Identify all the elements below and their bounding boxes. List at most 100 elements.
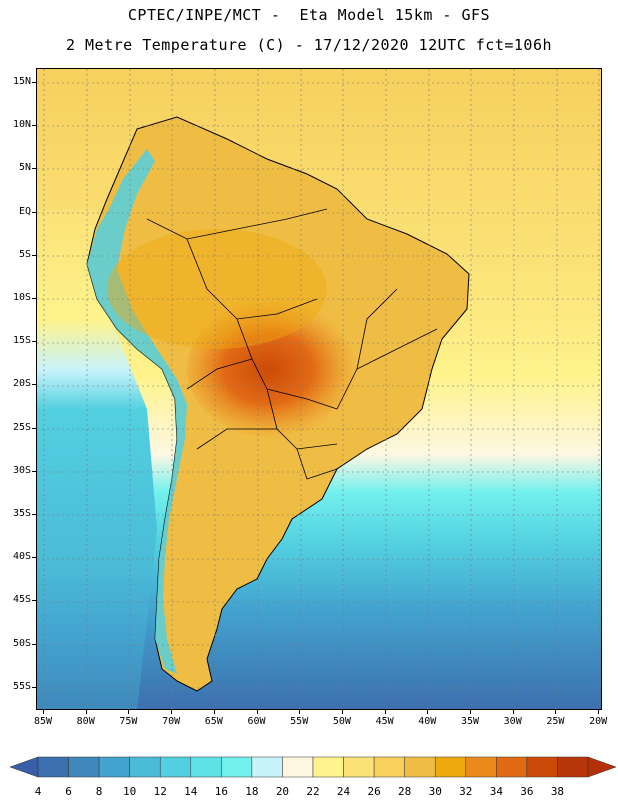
lat-label: EQ bbox=[18, 205, 31, 217]
colorbar-swatch bbox=[98, 756, 130, 778]
lat-tick bbox=[32, 384, 36, 386]
colorbar-swatch bbox=[312, 756, 344, 778]
colorbar-swatch bbox=[404, 756, 436, 778]
colorbar-swatch bbox=[373, 756, 405, 778]
colorbar-swatch bbox=[68, 756, 100, 778]
colorbar-label: 34 bbox=[489, 785, 503, 798]
lon-label: 55W bbox=[290, 716, 309, 727]
lon-label: 75W bbox=[119, 716, 138, 727]
lat-tick bbox=[32, 600, 36, 602]
lon-tick bbox=[213, 710, 215, 714]
lon-tick bbox=[512, 710, 514, 714]
lon-tick bbox=[256, 710, 258, 714]
lon-tick bbox=[85, 710, 87, 714]
lon-tick bbox=[43, 710, 44, 714]
lat-label: 10N bbox=[12, 119, 31, 131]
lon-label: 65W bbox=[204, 716, 223, 727]
lat-label: 35S bbox=[12, 508, 31, 519]
colorbar-label: 10 bbox=[123, 785, 137, 798]
lon-label: 45W bbox=[375, 716, 394, 727]
colorbar-label: 32 bbox=[459, 785, 473, 798]
colorbar-label: 22 bbox=[306, 785, 320, 798]
colorbar-swatch bbox=[221, 756, 253, 778]
lat-tick bbox=[32, 82, 36, 83]
colorbar-label: 4 bbox=[34, 785, 42, 798]
colorbar-label: 12 bbox=[153, 785, 167, 798]
colorbar-label: 18 bbox=[245, 785, 259, 798]
lon-tick bbox=[171, 710, 173, 714]
colorbar-label: 26 bbox=[367, 785, 381, 798]
colorbar-swatch bbox=[251, 756, 283, 778]
colorbar-label: 30 bbox=[428, 785, 442, 798]
lon-label: 20W bbox=[589, 716, 608, 727]
lon-label: 50W bbox=[332, 716, 351, 727]
colorbar-label: 20 bbox=[275, 785, 290, 798]
lat-label: 10S bbox=[12, 292, 31, 303]
lat-tick bbox=[32, 341, 36, 343]
lon-tick bbox=[299, 710, 301, 714]
colorbar-swatch bbox=[343, 756, 375, 778]
colorbar-swatch bbox=[526, 756, 558, 778]
lon-tick bbox=[598, 710, 600, 714]
colorbar-label: 14 bbox=[184, 785, 198, 798]
colorbar-swatch bbox=[159, 756, 192, 778]
colorbar bbox=[10, 756, 616, 778]
colorbar-swatch bbox=[282, 756, 314, 778]
lat-tick bbox=[32, 168, 36, 170]
colorbar-swatch bbox=[129, 756, 161, 778]
colorbar-label: 38 bbox=[550, 785, 565, 798]
colorbar-label: 28 bbox=[398, 785, 412, 798]
andes-cool-band bbox=[87, 149, 187, 674]
colorbar-high-arrow bbox=[587, 756, 616, 778]
colorbar-swatch bbox=[465, 756, 497, 778]
map-graphic bbox=[37, 69, 601, 709]
colorbar-swatch bbox=[496, 756, 528, 778]
chart-title-line-1: CPTEC/INPE/MCT - Eta Model 15km - GFS bbox=[127, 6, 491, 24]
colorbar-label: 8 bbox=[95, 785, 103, 798]
lon-tick bbox=[427, 710, 429, 714]
chart-title-line-2: 2 Metre Temperature (C) - 17/12/2020 12U… bbox=[65, 36, 553, 54]
lat-label: 15N bbox=[12, 76, 31, 87]
lat-tick bbox=[32, 427, 36, 429]
lat-label: 55S bbox=[12, 680, 31, 692]
temperature-map bbox=[36, 68, 602, 710]
lat-label: 5S bbox=[18, 248, 31, 260]
lon-label: 85W bbox=[33, 716, 53, 727]
colorbar-swatch bbox=[434, 756, 467, 778]
colorbar-label: 24 bbox=[336, 785, 351, 798]
country-borders bbox=[146, 208, 438, 480]
pacific-ocean bbox=[37, 209, 157, 709]
lat-tick bbox=[32, 557, 36, 559]
lat-tick bbox=[32, 686, 36, 688]
lat-tick bbox=[32, 470, 36, 472]
lon-tick bbox=[555, 710, 557, 714]
lat-tick bbox=[32, 254, 36, 256]
graticule bbox=[37, 69, 601, 709]
colorbar-low-arrow bbox=[10, 756, 39, 778]
lat-tick bbox=[32, 643, 36, 645]
colorbar-swatch bbox=[190, 756, 222, 778]
lat-label: 30S bbox=[12, 464, 31, 476]
lat-label: 40S bbox=[12, 551, 31, 563]
lat-label: 45S bbox=[12, 594, 31, 606]
lat-tick bbox=[32, 211, 36, 213]
colorbar-label: 6 bbox=[65, 785, 72, 798]
lon-label: 70W bbox=[162, 716, 181, 727]
lon-tick bbox=[384, 710, 386, 714]
lon-label: 60W bbox=[247, 716, 266, 727]
lon-label: 40W bbox=[418, 716, 437, 727]
warm-amazon-region bbox=[107, 229, 327, 349]
lat-label: 15S bbox=[12, 335, 31, 347]
lat-label: 20S bbox=[12, 378, 31, 390]
colorbar-swatch bbox=[37, 756, 69, 778]
lon-label: 25W bbox=[546, 716, 565, 727]
lat-label: 5N bbox=[18, 162, 31, 174]
lat-tick bbox=[32, 125, 36, 127]
lat-label: 25S bbox=[12, 421, 31, 433]
colorbar-label: 36 bbox=[520, 785, 534, 798]
lon-tick bbox=[341, 710, 343, 714]
lat-tick bbox=[32, 298, 36, 299]
lat-label: 50S bbox=[12, 637, 31, 649]
colorbar-swatch bbox=[557, 756, 589, 778]
lon-label: 30W bbox=[503, 716, 522, 727]
